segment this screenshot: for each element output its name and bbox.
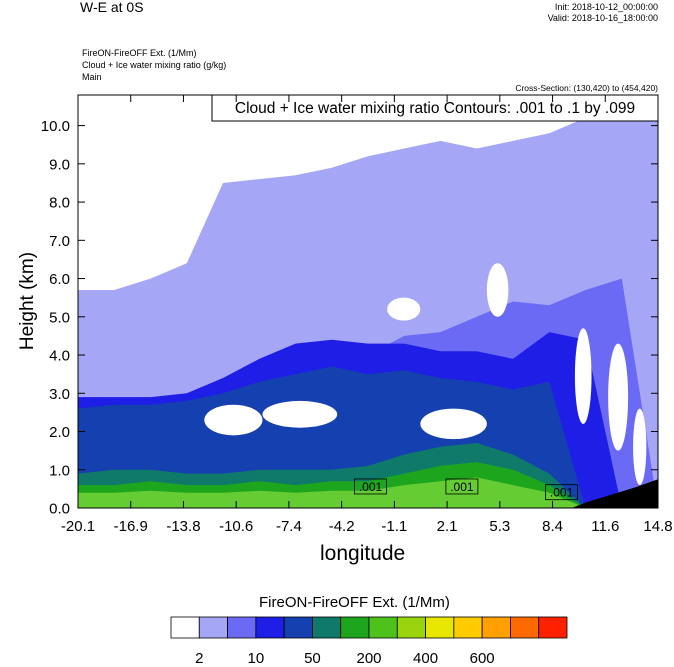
y-axis-label: Height (km) [17,251,38,351]
contour-label-box-2 [545,484,579,501]
white-patch-4 [486,263,509,317]
x-tick-label-8: 5.3 [489,518,510,535]
x-tick-label-1: -16.9 [114,518,148,535]
y-tick-label-4: 4.0 [49,348,70,365]
white-patch-0 [204,404,263,436]
cross-section-label: Cross-Section: (130,420) to (454,420) [515,83,658,93]
x-tick-label-3: -10.6 [219,518,253,535]
colorbar-swatch-0 [170,616,200,639]
colorbar-swatch-7 [368,616,398,639]
contour-label-2: .001 [550,486,574,500]
field-layer: .001 .001 .001 [78,102,658,508]
white-patch-6 [608,343,629,451]
colorbar-swatch-8 [396,616,426,639]
white-patch-1 [262,400,338,428]
colorbar-swatch-9 [425,616,455,639]
x-tick-label-5: -4.2 [329,518,355,535]
white-patch-2 [420,408,487,440]
y-tick-label-0: 0.0 [49,501,70,518]
x-tick-label-0: -20.1 [61,518,95,535]
contour-info-text: Cloud + Ice water mixing ratio Contours:… [235,100,635,117]
terrain-fill [571,479,658,508]
colorbar-swatch-5 [312,616,342,639]
colorbar-swatch-11 [481,616,511,639]
colorbar-swatch-13 [538,616,568,639]
x-tick-label-10: 11.6 [591,518,619,535]
contour-label-0: .001 [359,480,383,494]
colorbar-swatch-6 [340,616,370,639]
x-axis-label: longitude [320,542,406,565]
white-patch-3 [387,297,421,321]
y-tick-label-5: 5.0 [49,309,70,326]
subtitle-line-1: FireON-FireOFF Ext. (1/Mm) [82,48,197,58]
colorbar-swatch-2 [227,616,257,639]
contour-label-box-0 [354,478,387,495]
main-title: W-E at 0S [80,0,144,15]
y-tick-label-2: 2.0 [49,424,70,441]
white-patch-7 [633,408,647,486]
x-tick-label-6: -1.1 [381,518,407,535]
contour-label-box-1 [445,478,479,495]
colorbar-swatch-3 [255,616,285,639]
init-time: Init: 2018-10-12_00:00:00 [554,2,658,12]
x-tick-label-4: -7.4 [276,518,302,535]
contour-label-1: .001 [450,480,474,494]
colorbar-swatch-4 [283,616,313,639]
x-tick-label-7: 2.1 [437,518,458,535]
y-tick-label-9: 9.0 [49,156,70,173]
x-tick-label-9: 8.4 [542,518,563,535]
valid-time: Valid: 2018-10-16_18:00:00 [547,13,658,23]
y-tick-label-3: 3.0 [49,386,70,403]
colorbar-label-1: 10 [248,650,265,667]
y-tick-label-6: 6.0 [49,271,70,288]
subtitle-line-3: Main [82,72,102,82]
x-tick-label-11: 14.8 [643,518,672,535]
colorbar-label-0: 2 [195,650,203,667]
colorbar-swatch-12 [510,616,540,639]
colorbar-label-2: 50 [304,650,321,667]
field-band-6 [78,477,658,508]
colorbar-label-4: 400 [413,650,438,667]
colorbar-label-5: 600 [470,650,495,667]
subtitle-line-2: Cloud + Ice water mixing ratio (g/kg) [82,60,227,70]
y-tick-label-1: 1.0 [49,462,70,479]
y-tick-label-7: 7.0 [49,233,70,250]
x-tick-label-2: -13.8 [166,518,200,535]
y-tick-label-8: 8.0 [49,195,70,212]
colorbar-title: FireON-FireOFF Ext. (1/Mm) [259,594,450,611]
colorbar-swatch-1 [198,616,228,639]
y-tick-label-10: 10.0 [41,118,70,135]
colorbar-swatch-10 [453,616,483,639]
white-patch-5 [574,328,592,424]
contour-info-box [211,94,659,122]
colorbar-label-3: 200 [356,650,381,667]
